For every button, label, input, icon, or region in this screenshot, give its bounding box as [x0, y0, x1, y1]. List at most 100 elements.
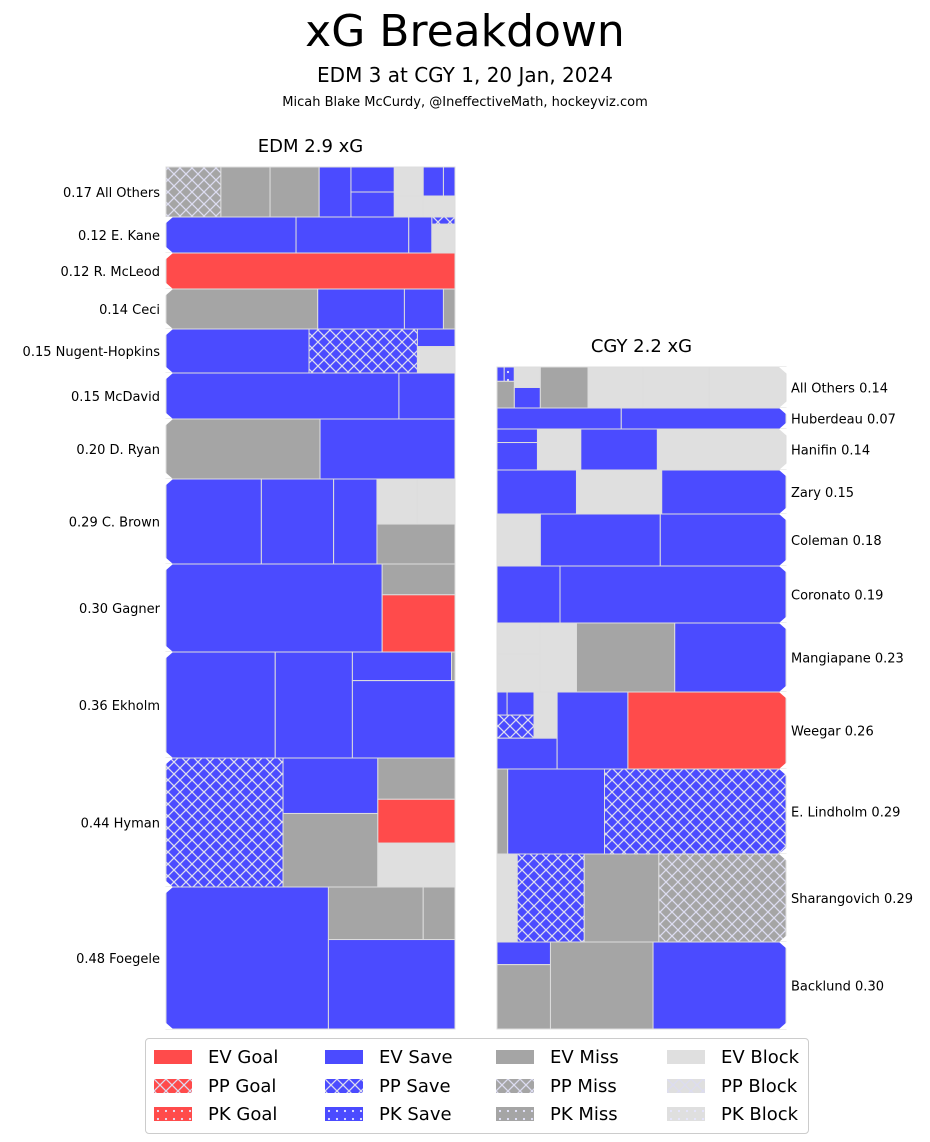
shot-cell-ev-miss	[377, 757, 456, 800]
shot-cell-ev-block	[416, 346, 456, 374]
shot-cell-ev-save	[319, 418, 456, 480]
shot-cell-ev-save	[422, 166, 444, 197]
edm-treemap: 0.17 All Others 0.12 E. Kane 0.12 R. McLeo…	[23, 166, 456, 1030]
shot-cell-ev-save	[165, 216, 297, 254]
shot-cell-pp-save	[431, 216, 456, 225]
shot-cell-ev-miss	[549, 941, 654, 1030]
row-notch	[165, 419, 173, 479]
shot-cell-ev-block	[416, 478, 456, 525]
player-label: Hanifin 0.14	[791, 444, 870, 459]
player-label: 0.12 E. Kane	[78, 229, 160, 244]
shot-cell-ev-miss	[575, 622, 676, 693]
legend-label: EV Block	[721, 1047, 800, 1068]
shot-cell-ev-save	[559, 565, 787, 624]
shot-cell-ev-block	[422, 195, 456, 218]
shot-cell-ev-miss	[376, 523, 456, 565]
player-row-sharangovich: Sharangovich 0.29	[496, 853, 913, 943]
shot-cell-ev-save	[165, 651, 276, 759]
legend-label: PK Save	[379, 1104, 452, 1125]
player-row-ekholm: 0.36 Ekholm	[79, 651, 456, 759]
shot-cell-ev-save	[260, 478, 335, 565]
legend-swatch	[154, 1050, 192, 1064]
player-row-all-others: All Others 0.14	[496, 366, 888, 409]
chart-credit: Micah Blake McCurdy, @IneffectiveMath, h…	[282, 95, 648, 110]
player-row-nugent-hopkins: 0.15 Nugent-Hopkins	[23, 328, 456, 374]
player-row-r-mcleod: 0.12 R. McLeod	[61, 252, 456, 290]
shot-cell-ev-save	[327, 939, 456, 1030]
player-row-e-lindholm: E. Lindholm 0.29	[496, 768, 900, 855]
shot-cell-ev-save	[496, 469, 577, 515]
shot-cell-ev-block	[393, 195, 424, 218]
shot-cell-ev-block	[496, 853, 518, 943]
shot-cell-ev-goal	[165, 252, 456, 290]
player-row-all-others: 0.17 All Others	[63, 166, 456, 218]
player-label: Mangiapane 0.23	[791, 652, 904, 667]
shot-cell-ev-block	[377, 842, 456, 888]
shot-cell-ev-save	[333, 478, 378, 565]
shot-cell-ev-save	[165, 328, 310, 374]
shot-cell-ev-save	[408, 216, 433, 254]
shot-cell-ev-save	[496, 691, 508, 716]
legend: EV Goal PP Goal PK Goal EV Save PP Save PK Sa…	[145, 1038, 809, 1134]
shot-cell-ev-goal	[381, 594, 456, 653]
legend-swatch	[667, 1078, 705, 1093]
player-row-coleman: Coleman 0.18	[496, 513, 882, 567]
shot-cell-ev-block	[642, 366, 710, 409]
shot-cell-ev-goal	[377, 798, 456, 844]
player-row-backlund: Backlund 0.30	[496, 941, 884, 1030]
shot-cell-ev-block	[496, 513, 541, 567]
row-notch	[779, 408, 787, 429]
chart-subtitle: EDM 3 at CGY 1, 20 Jan, 2024	[317, 63, 613, 87]
shot-cell-ev-save	[416, 328, 456, 348]
row-notch	[165, 289, 173, 329]
legend-label: PK Goal	[208, 1104, 278, 1125]
row-notch	[779, 367, 787, 408]
shot-cell-ev-miss	[442, 288, 456, 330]
shot-cell-ev-save	[580, 428, 658, 471]
player-label: Coronato 0.19	[791, 589, 883, 604]
shot-cell-ev-block	[539, 622, 577, 693]
shot-cell-ev-save	[496, 407, 622, 430]
shot-cell-ev-block	[393, 166, 424, 197]
chart-title: xG Breakdown	[305, 6, 625, 57]
legend-label: PK Block	[721, 1104, 799, 1125]
shot-cell-ev-block	[431, 223, 456, 254]
shot-cell-ev-miss	[165, 418, 321, 480]
shot-cell-ev-miss	[496, 768, 509, 855]
player-row-foegele: 0.48 Foegele	[76, 886, 456, 1030]
shot-cell-ev-block	[575, 469, 663, 515]
shot-cell-ev-save	[351, 680, 456, 759]
shot-cell-pp-save	[165, 757, 284, 888]
shot-cell-pp-miss	[165, 166, 222, 218]
shot-cell-ev-save	[506, 691, 535, 716]
player-row-hyman: 0.44 Hyman	[81, 757, 456, 888]
shot-cell-ev-block	[376, 478, 418, 525]
player-row-hanifin: Hanifin 0.14	[496, 428, 870, 471]
shot-cell-ev-miss	[422, 886, 456, 941]
player-row-e-kane: 0.12 E. Kane	[78, 216, 456, 254]
shot-cell-ev-save	[403, 288, 444, 330]
shot-cell-ev-miss	[451, 651, 456, 682]
shot-cell-pp-miss	[658, 853, 787, 943]
shot-cell-ev-block	[496, 622, 541, 655]
shot-cell-ev-save	[317, 288, 405, 330]
player-label: 0.29 C. Brown	[69, 516, 160, 531]
legend-swatch	[154, 1107, 192, 1121]
legend-label: PP Miss	[550, 1075, 617, 1097]
player-row-huberdeau: Huberdeau 0.07	[496, 407, 896, 430]
legend-swatch	[496, 1078, 534, 1093]
shot-cell-ev-save	[165, 886, 329, 1030]
legend-label: EV Goal	[208, 1047, 279, 1068]
legend-label: PP Save	[379, 1075, 451, 1097]
shot-cell-ev-save	[539, 513, 661, 567]
shot-cell-ev-save	[674, 622, 787, 693]
shot-cell-ev-miss	[539, 366, 589, 409]
shot-cell-ev-block	[536, 428, 582, 471]
player-row-ceci: 0.14 Ceci	[99, 288, 456, 330]
shot-cell-ev-block	[533, 691, 558, 739]
player-row-gagner: 0.30 Gagner	[79, 563, 456, 653]
shot-cell-ev-save	[496, 442, 538, 471]
shot-cell-pk-save	[503, 366, 515, 382]
shot-cell-ev-miss	[327, 886, 424, 941]
legend-label: EV Save	[379, 1047, 453, 1068]
